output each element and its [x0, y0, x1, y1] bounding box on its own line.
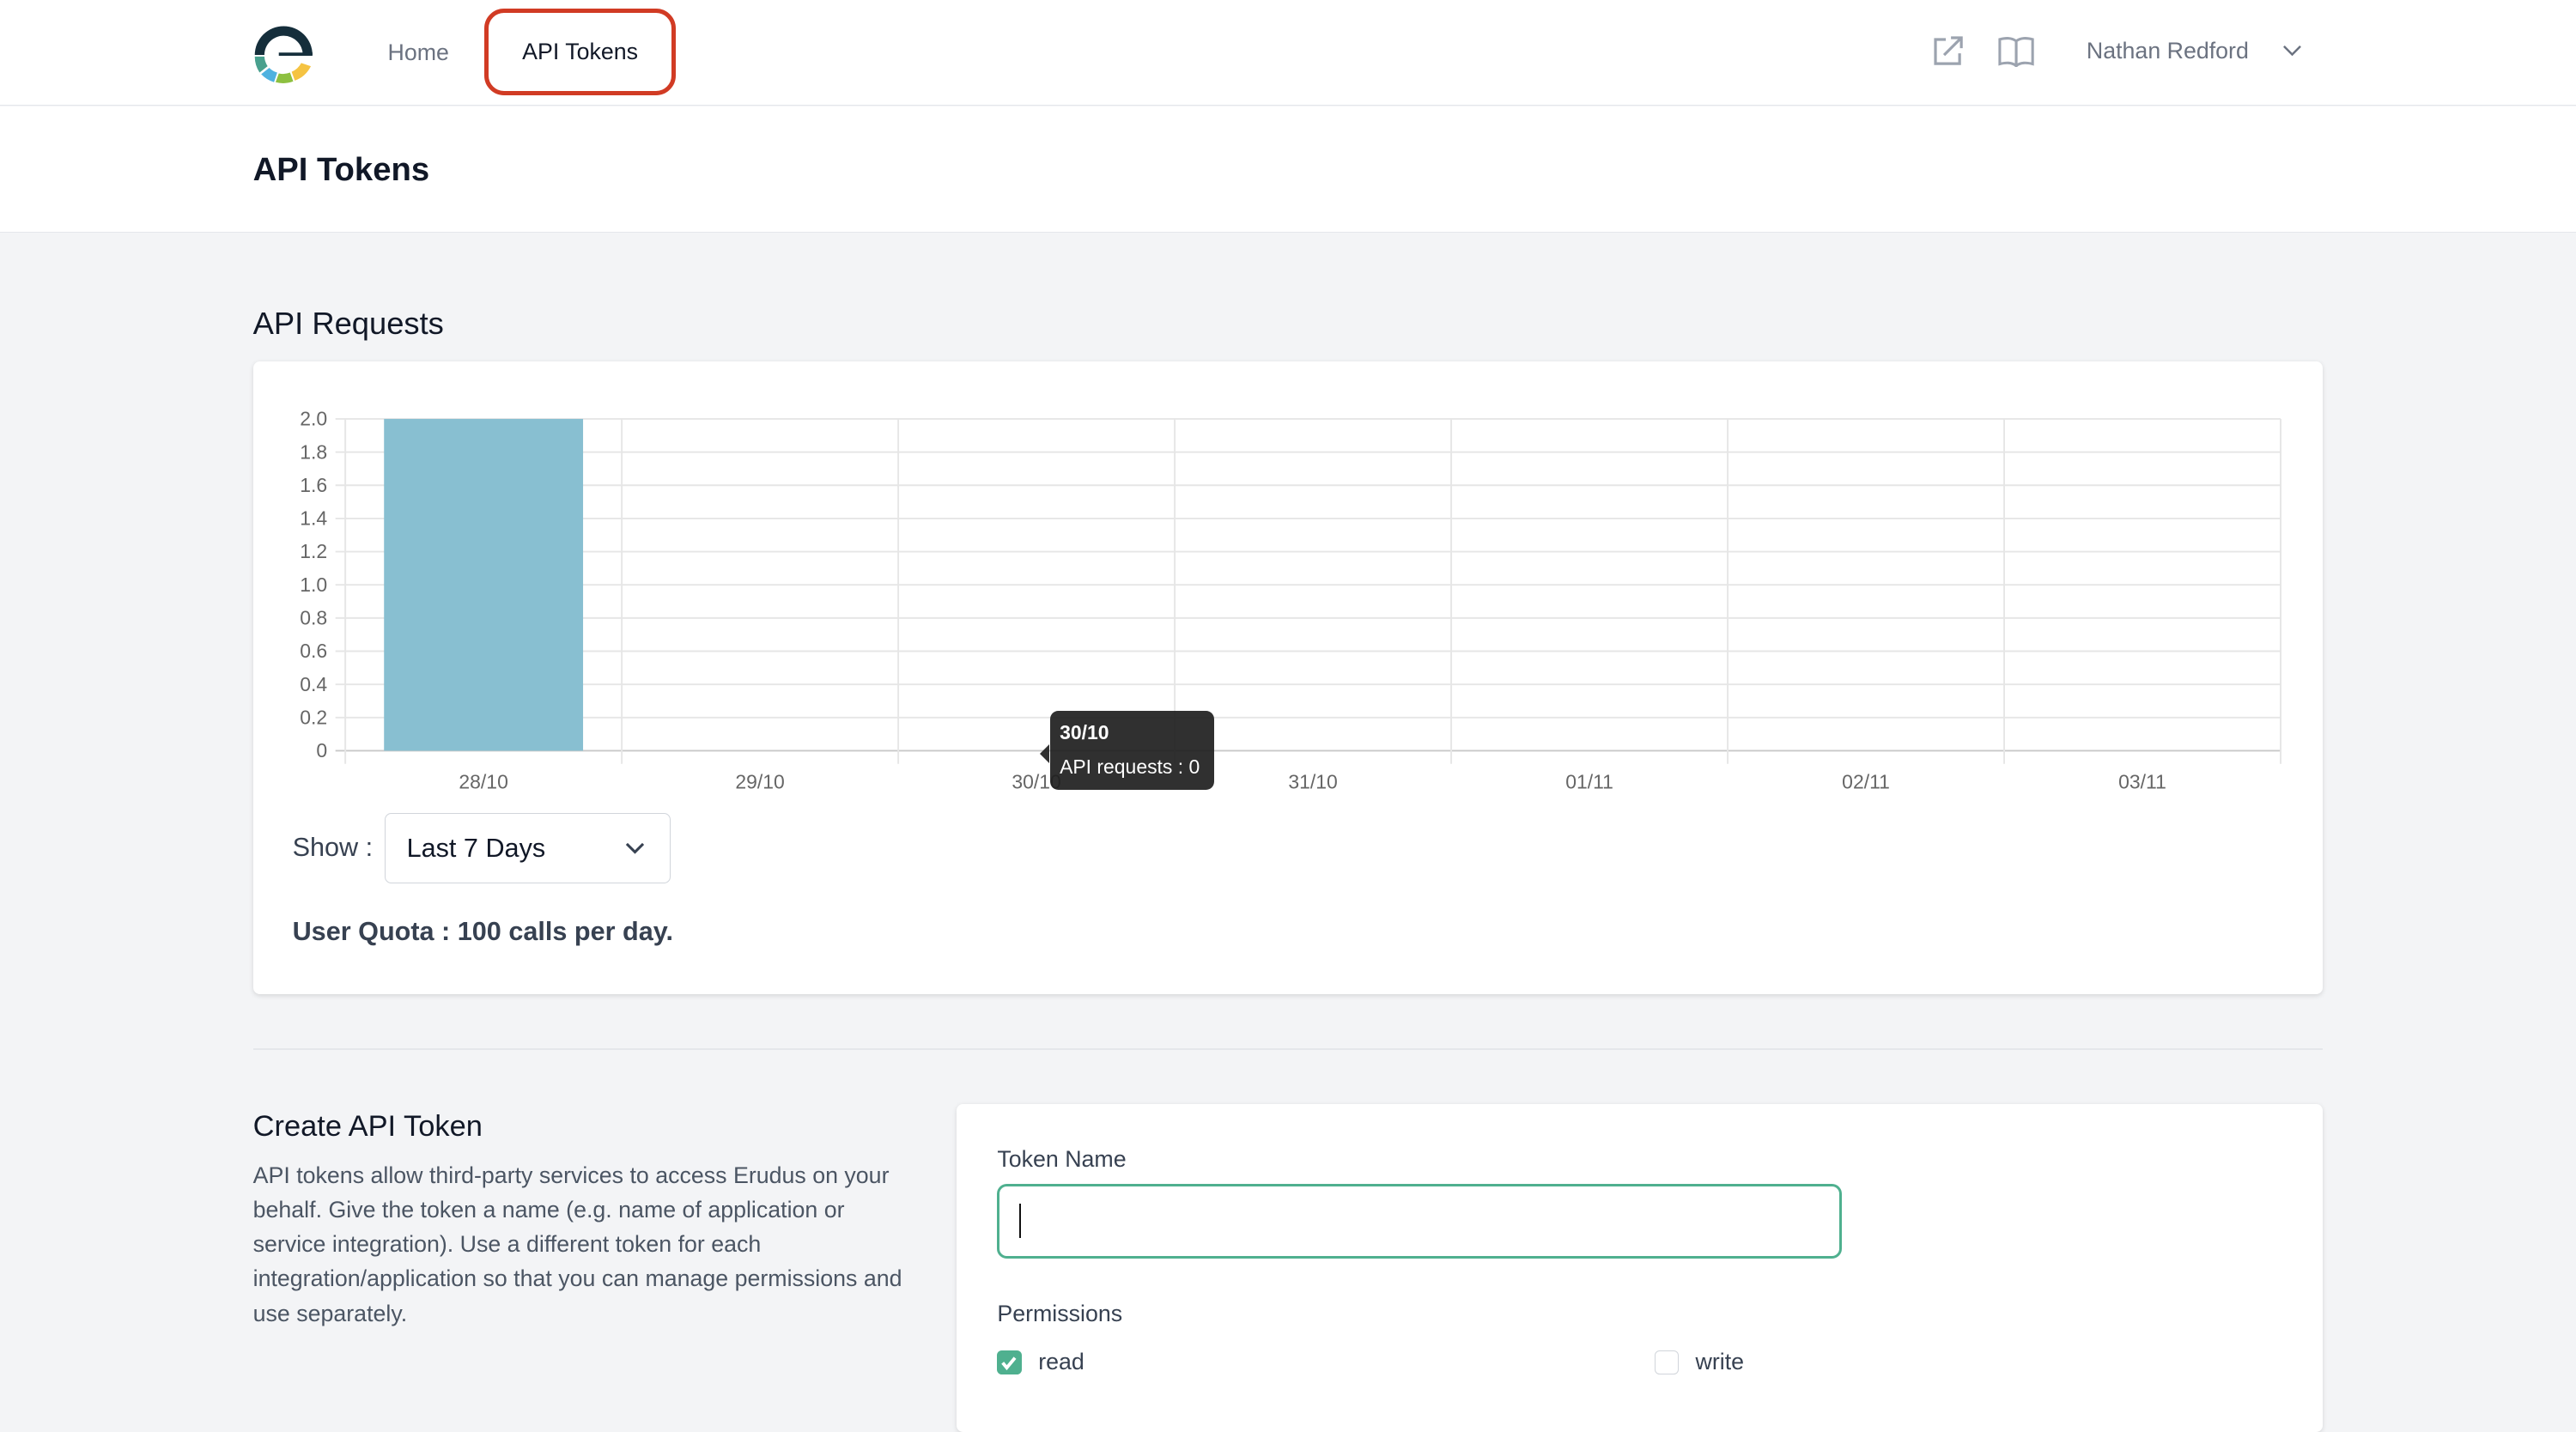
page-title: API Tokens: [252, 151, 430, 189]
y-tick-label: 2.0: [300, 408, 327, 430]
y-tick-label: 0: [316, 739, 327, 762]
nav-api-tokens[interactable]: API Tokens: [484, 8, 676, 96]
y-tick-label: 0.8: [300, 606, 327, 628]
y-tick-label: 1.8: [300, 440, 327, 463]
range-select-value: Last 7 Days: [406, 834, 546, 864]
x-tick-label: 02/11: [1842, 770, 1890, 792]
title-bar: API Tokens: [0, 106, 2576, 233]
nav-home[interactable]: Home: [387, 39, 449, 65]
show-label: Show :: [292, 833, 374, 863]
user-name[interactable]: Nathan Redford: [2086, 38, 2249, 64]
x-tick-label: 29/10: [735, 770, 784, 792]
y-tick-label: 0.6: [300, 640, 327, 662]
create-token-heading: Create API Token: [252, 1110, 483, 1144]
create-token-description: API tokens allow third-party services to…: [252, 1162, 902, 1326]
chevron-down-icon[interactable]: [2282, 45, 2302, 58]
bar-28/10: [383, 418, 583, 751]
y-tick-label: 0.2: [300, 706, 327, 728]
range-select[interactable]: Last 7 Days: [384, 813, 671, 884]
external-link-icon[interactable]: [1930, 34, 1965, 69]
x-tick-label: 31/10: [1288, 770, 1337, 792]
x-tick-label: 28/10: [459, 770, 507, 792]
read-label: read: [1038, 1348, 1084, 1374]
y-tick-label: 0.4: [300, 673, 327, 695]
y-tick-label: 1.4: [300, 507, 327, 529]
erudus-logo[interactable]: [252, 20, 316, 84]
tooltip-title: 30/10: [1060, 720, 1109, 743]
section-divider: [252, 1047, 2324, 1050]
check-icon: [1001, 1356, 1017, 1370]
x-tick-label: 01/11: [1565, 770, 1613, 792]
nav-api-tokens-label: API Tokens: [522, 38, 639, 64]
y-tick-label: 1.0: [300, 573, 327, 596]
permissions-label: Permissions: [997, 1301, 1123, 1327]
chart-tooltip: 30/10 API requests : 0: [1040, 711, 1214, 791]
read-checkbox[interactable]: [997, 1350, 1023, 1375]
tooltip-text: API requests : 0: [1060, 755, 1200, 779]
chevron-down-icon: [625, 842, 645, 854]
api-requests-chart[interactable]: 0 0.2 0.4 0.6 0.8 1.0 1.2 1.4 1.6 1.8 2.0 28/10 29/1…: [253, 361, 2324, 805]
y-tick-label: 1.6: [300, 474, 327, 496]
api-requests-card: 0 0.2 0.4 0.6 0.8 1.0 1.2 1.4 1.6 1.8 2.0 28/10 29/1…: [252, 361, 2324, 994]
user-quota: User Quota : 100 calls per day.: [292, 916, 674, 946]
api-requests-heading: API Requests: [252, 305, 444, 341]
text-cursor: [1019, 1203, 1022, 1238]
write-label: write: [1695, 1348, 1745, 1374]
y-tick-label: 1.2: [300, 540, 327, 562]
create-token-card: [956, 1103, 2324, 1432]
top-header: Home API Tokens Nathan Redford: [0, 0, 2576, 106]
book-icon[interactable]: [1997, 36, 2034, 68]
write-checkbox[interactable]: [1654, 1350, 1680, 1375]
x-tick-label: 03/11: [2118, 770, 2166, 792]
token-name-input[interactable]: [997, 1184, 1842, 1259]
token-name-label: Token Name: [997, 1146, 1127, 1173]
